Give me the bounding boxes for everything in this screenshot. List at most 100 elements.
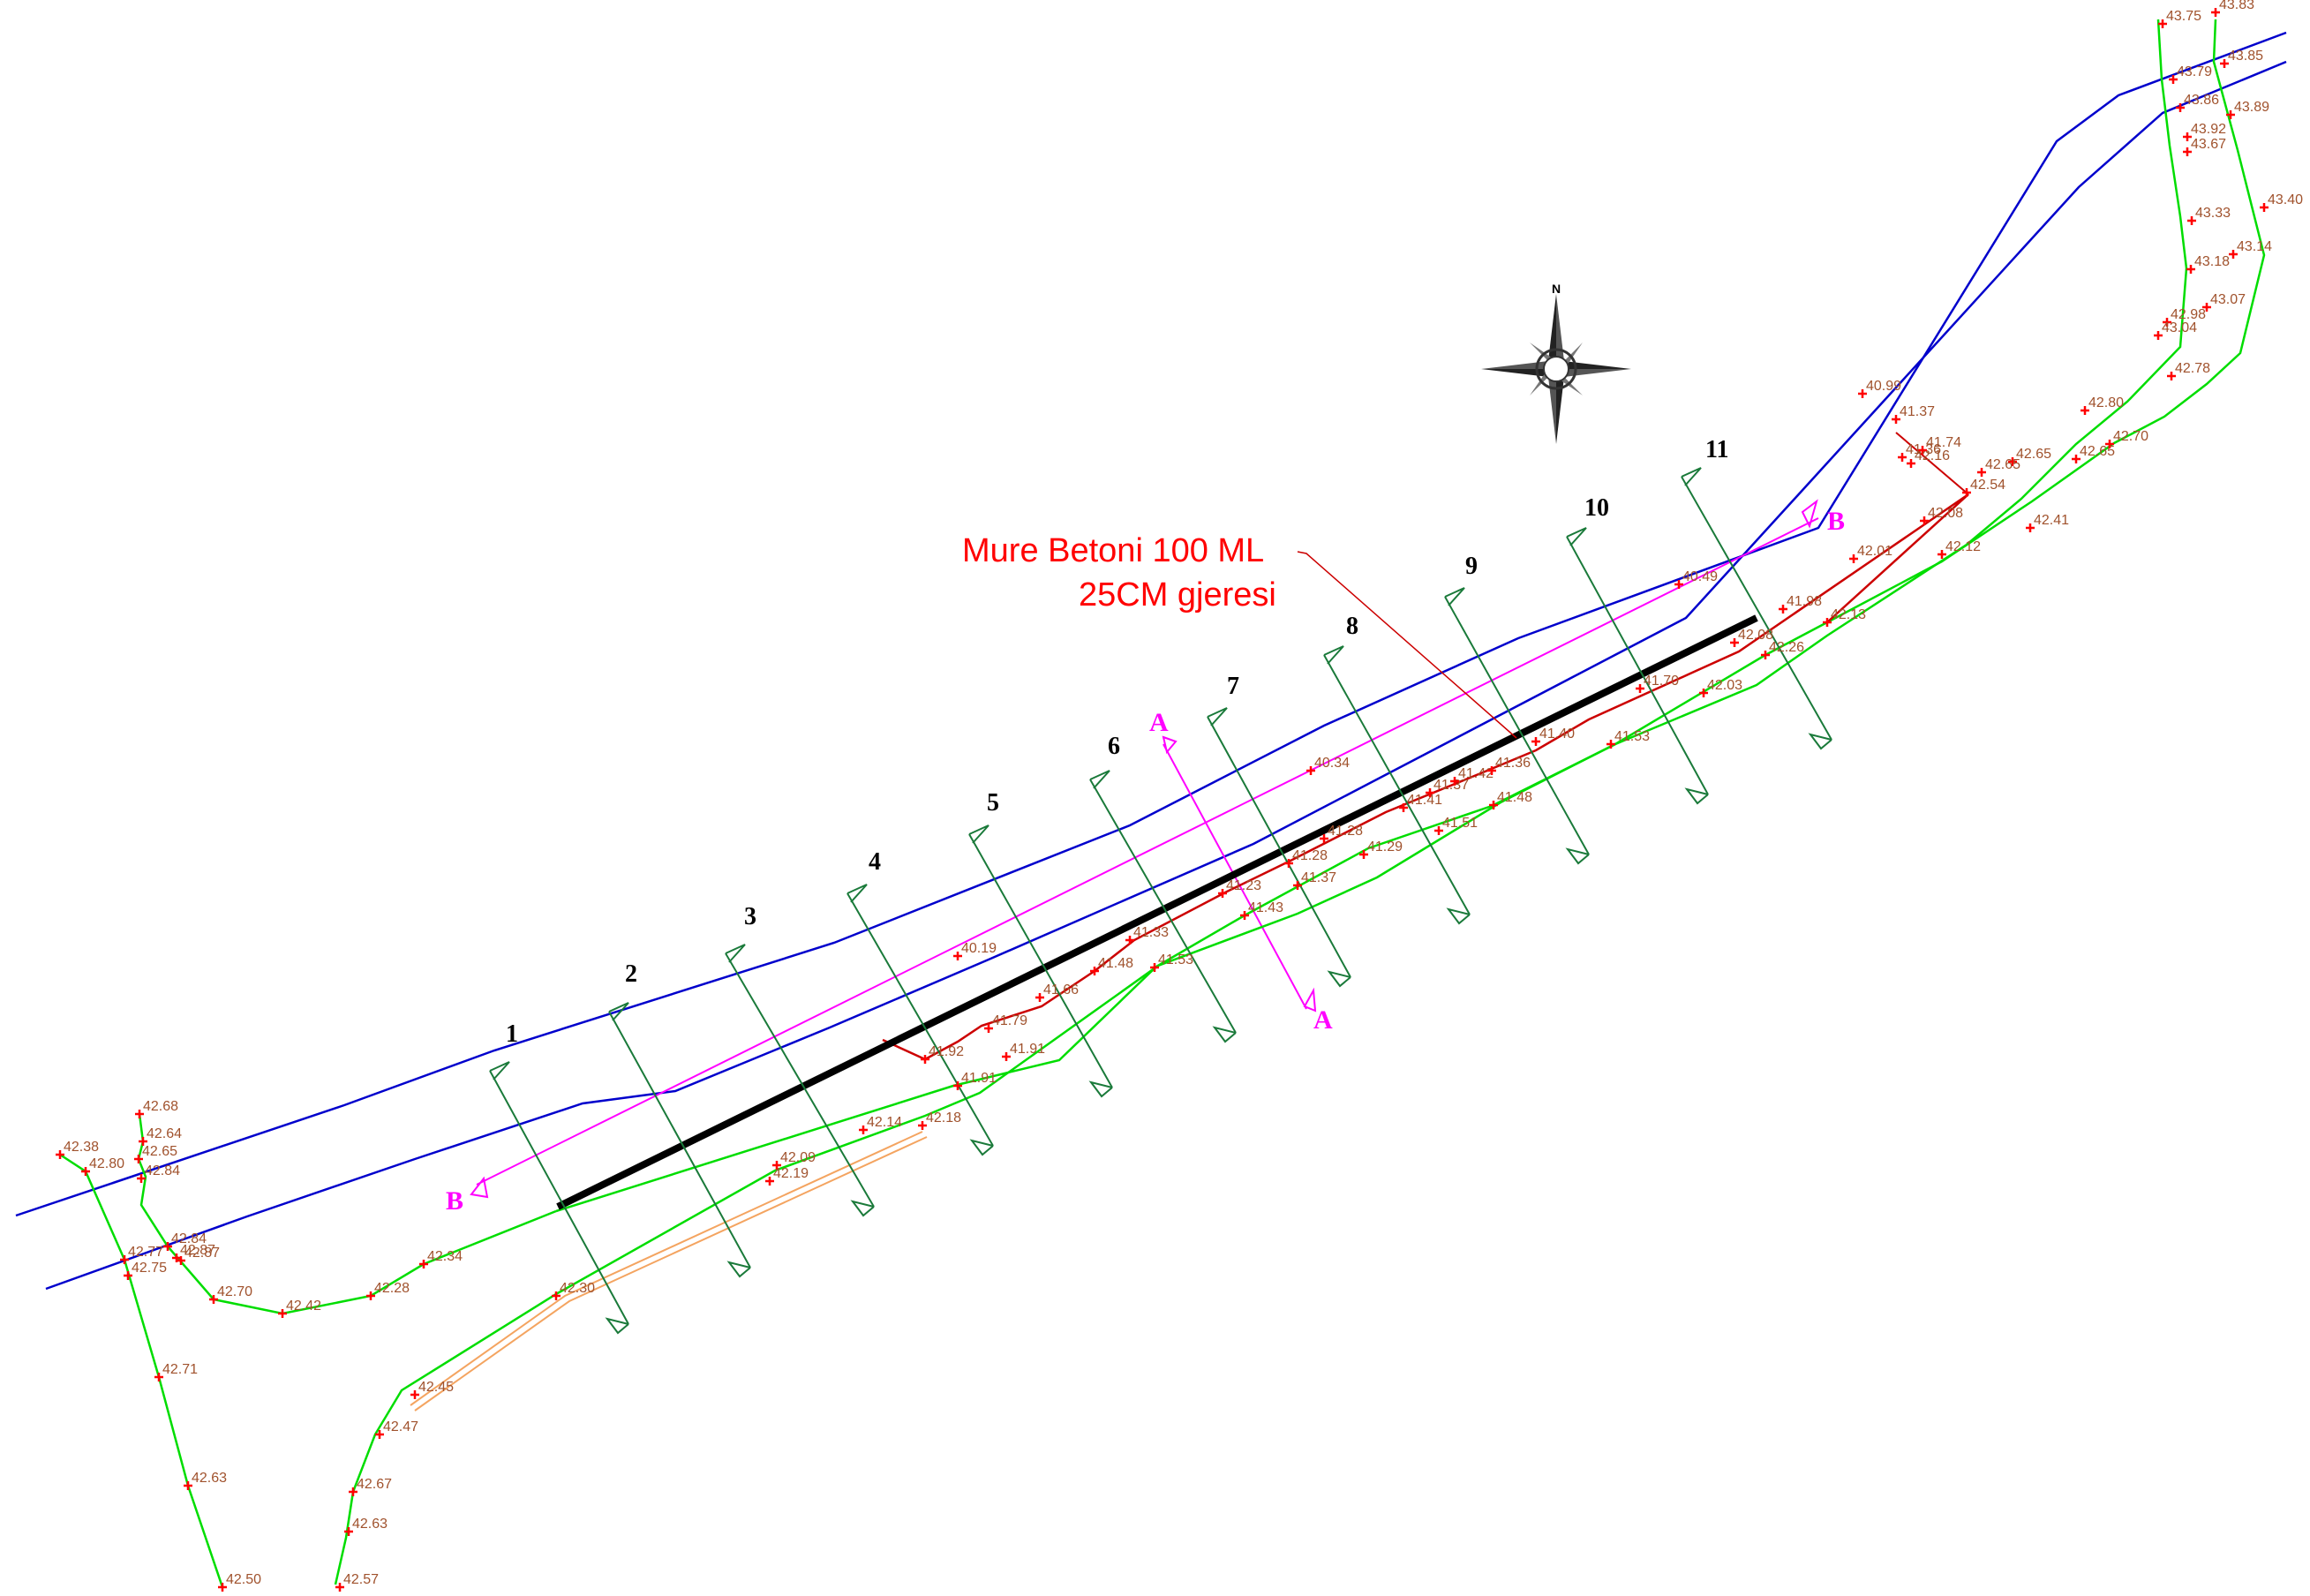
elevation-point: 40.19 — [953, 941, 997, 960]
elevation-label: 42.63 — [192, 1471, 227, 1486]
elevation-label: 41.42 — [1458, 766, 1494, 781]
elevation-label: 42.67 — [357, 1477, 392, 1492]
elevation-label: 42.57 — [343, 1572, 379, 1587]
elevation-label: 42.77 — [128, 1245, 163, 1260]
elevation-point: 42.34 — [419, 1249, 463, 1269]
elevation-point: 41.79 — [984, 1013, 1027, 1033]
elevation-point: 42.65 — [2072, 444, 2115, 463]
elevation-point: 42.45 — [410, 1380, 454, 1399]
track-edge-1 — [410, 1131, 923, 1406]
road-north-edge — [555, 19, 2188, 1213]
elevation-label: 41.91 — [1010, 1042, 1045, 1057]
elevation-point: 42.18 — [918, 1110, 961, 1130]
elevation-label: 41.33 — [1133, 925, 1169, 940]
elevation-label: 43.18 — [2194, 254, 2230, 269]
elevation-label: 42.75 — [132, 1261, 167, 1276]
elevation-label: 42.28 — [374, 1281, 410, 1296]
elevation-label: 43.92 — [2191, 122, 2226, 137]
elevation-point: 42.47 — [375, 1419, 418, 1439]
elevation-point: 42.28 — [366, 1281, 410, 1300]
elevation-point: 42.41 — [2026, 513, 2069, 532]
elevation-point: 43.86 — [2176, 93, 2219, 112]
elevation-point: 42.50 — [218, 1572, 261, 1592]
elevation-point: 42.71 — [154, 1362, 198, 1381]
elevation-label: 41.37 — [1433, 778, 1469, 793]
cross-section-line — [1207, 707, 1351, 988]
section-number: 7 — [1227, 673, 1239, 700]
cross-section-line — [608, 1002, 751, 1278]
elevation-label: 42.54 — [1970, 478, 2005, 493]
elevation-label: 42.50 — [226, 1572, 261, 1587]
elevation-label: 42.65 — [2016, 447, 2051, 462]
cross-section-line — [725, 944, 875, 1217]
elevation-label: 41.41 — [1407, 793, 1442, 808]
elevation-label: 42.63 — [352, 1517, 388, 1532]
existing-wall-line — [882, 493, 1969, 1061]
elevation-point: 41.66 — [1035, 982, 1079, 1002]
elevation-label: 41.29 — [1367, 839, 1403, 854]
section-a-marker-south — [1303, 987, 1317, 1013]
elevation-point: 42.65 — [134, 1144, 177, 1163]
section-b-line — [476, 517, 1819, 1186]
elevation-label: 41.36 — [1495, 756, 1531, 771]
elevation-point: 41.37 — [1426, 778, 1469, 797]
elevation-point: 42.30 — [552, 1281, 595, 1300]
concrete-wall — [556, 614, 1758, 1210]
elevation-label: 41.36 — [1906, 442, 1941, 457]
elevation-point: 42.98 — [2163, 307, 2206, 327]
elevation-point: 41.43 — [1240, 900, 1283, 920]
section-number: 11 — [1705, 436, 1728, 463]
elevation-label: 41.74 — [1926, 435, 1961, 450]
elevation-label: 42.47 — [383, 1419, 418, 1434]
elevation-label: 41.98 — [1787, 594, 1822, 609]
elevation-label: 43.14 — [2237, 239, 2272, 254]
elevation-point: 42.54 — [1962, 478, 2005, 497]
elevation-label: 43.79 — [2177, 64, 2212, 79]
elevation-point: 40.34 — [1306, 756, 1350, 775]
elevation-point: 42.84 — [163, 1231, 207, 1251]
elevation-label: 42.38 — [64, 1140, 99, 1155]
elevation-point: 43.75 — [2158, 9, 2201, 28]
elevation-point: 42.80 — [81, 1156, 124, 1176]
cross-section-line — [968, 824, 1113, 1098]
section-a-marker-north — [1162, 735, 1178, 755]
elevation-label: 40.99 — [1866, 379, 1901, 394]
elevation-point: 41.37 — [1892, 404, 1935, 424]
elevation-label: 41.51 — [1442, 816, 1478, 831]
elevation-label: 40.19 — [961, 941, 997, 956]
elevation-point: 41.28 — [1320, 824, 1363, 843]
elevation-label: 43.85 — [2228, 49, 2263, 64]
elevation-point: 42.19 — [765, 1166, 809, 1186]
elevation-label: 42.09 — [780, 1150, 816, 1165]
elevation-point: 43.40 — [2260, 192, 2303, 212]
existing-wall-branch — [1895, 432, 1969, 495]
cross-section-line — [1323, 645, 1471, 925]
road-south-edge — [334, 19, 2266, 1585]
section-b-label-east: B — [1827, 507, 1845, 536]
elevation-point: 43.07 — [2202, 292, 2246, 312]
elevation-label: 41.28 — [1328, 824, 1363, 839]
elevation-label: 42.84 — [171, 1231, 207, 1246]
elevation-label: 41.66 — [1043, 982, 1079, 998]
elevation-label: 42.26 — [1769, 640, 1804, 655]
elevation-point: 42.08 — [1920, 506, 1963, 525]
elevation-label: 42.68 — [143, 1099, 178, 1114]
elevation-label: 42.65 — [1985, 457, 2020, 472]
elevation-point: 43.79 — [2169, 64, 2212, 84]
elevation-point: 41.36 — [1487, 756, 1531, 775]
elevation-label: 42.78 — [2175, 361, 2210, 376]
elevation-point: 42.08 — [1730, 628, 1773, 647]
elevation-point: 43.67 — [2183, 137, 2226, 156]
section-number: 1 — [506, 1020, 518, 1048]
elevation-point: 42.67 — [349, 1477, 392, 1496]
elevation-label: 42.70 — [217, 1284, 252, 1299]
elevation-point: 42.80 — [2081, 395, 2124, 415]
elevation-point: 42.70 — [209, 1284, 252, 1304]
elevation-label: 42.71 — [162, 1362, 198, 1377]
elevation-label: 43.67 — [2191, 137, 2226, 152]
elevation-label: 43.86 — [2184, 93, 2219, 108]
elevation-label: 41.79 — [992, 1013, 1027, 1028]
section-a-label-south: A — [1313, 1005, 1333, 1035]
track-edge-2 — [414, 1136, 928, 1412]
note-line-2: 25CM gjeresi — [1079, 576, 1276, 614]
